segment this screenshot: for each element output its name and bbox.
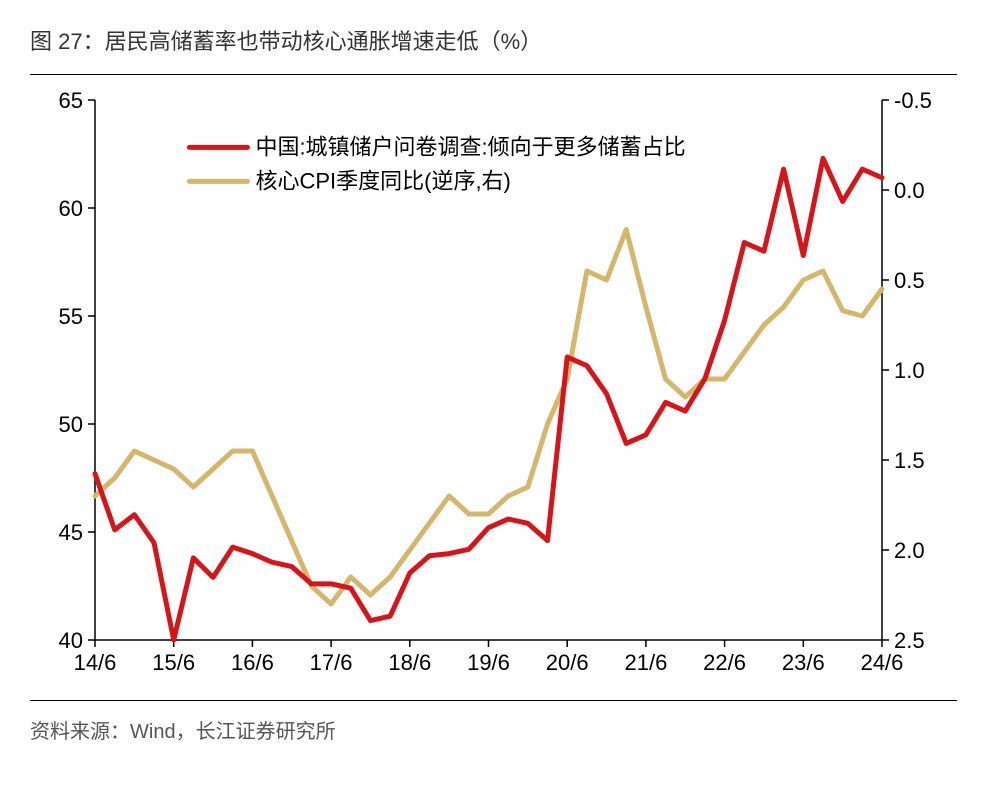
legend-label: 核心CPI季度同比(逆序,右) xyxy=(255,168,510,193)
y-right-tick-label: 1.0 xyxy=(894,358,925,383)
series-savings xyxy=(95,158,882,640)
x-tick-label: 19/6 xyxy=(467,650,510,675)
top-rule xyxy=(30,74,957,75)
y-right-tick-label: 1.5 xyxy=(894,448,925,473)
x-tick-label: 22/6 xyxy=(703,650,746,675)
y-left-tick-label: 60 xyxy=(59,196,83,221)
y-right-tick-label: -0.5 xyxy=(894,88,932,113)
y-left-tick-label: 65 xyxy=(59,88,83,113)
series-core_cpi xyxy=(95,230,882,604)
y-right-tick-label: 0.5 xyxy=(894,268,925,293)
x-tick-label: 21/6 xyxy=(624,650,667,675)
y-left-tick-label: 50 xyxy=(59,412,83,437)
y-left-tick-label: 45 xyxy=(59,520,83,545)
legend-label: 中国:城镇储户问卷调查:倾向于更多储蓄占比 xyxy=(255,134,685,159)
x-tick-label: 15/6 xyxy=(152,650,195,675)
x-tick-label: 24/6 xyxy=(861,650,904,675)
x-tick-label: 20/6 xyxy=(546,650,589,675)
figure-container: 图 27：居民高储蓄率也带动核心通胀增速走低（%） 404550556065-0… xyxy=(0,0,987,793)
x-tick-label: 17/6 xyxy=(310,650,353,675)
y-left-tick-label: 55 xyxy=(59,304,83,329)
bottom-rule xyxy=(30,700,957,701)
figure-source: 资料来源：Wind，长江证券研究所 xyxy=(30,715,957,744)
y-right-tick-label: 2.0 xyxy=(894,538,925,563)
x-tick-label: 23/6 xyxy=(782,650,825,675)
chart-plot: 404550556065-0.50.00.51.01.52.02.514/615… xyxy=(30,85,957,700)
figure-title: 图 27：居民高储蓄率也带动核心通胀增速走低（%） xyxy=(30,24,957,56)
chart-svg: 404550556065-0.50.00.51.01.52.02.514/615… xyxy=(30,85,957,700)
x-tick-label: 16/6 xyxy=(231,650,274,675)
y-right-tick-label: 0.0 xyxy=(894,178,925,203)
x-tick-label: 18/6 xyxy=(388,650,431,675)
x-tick-label: 14/6 xyxy=(74,650,117,675)
